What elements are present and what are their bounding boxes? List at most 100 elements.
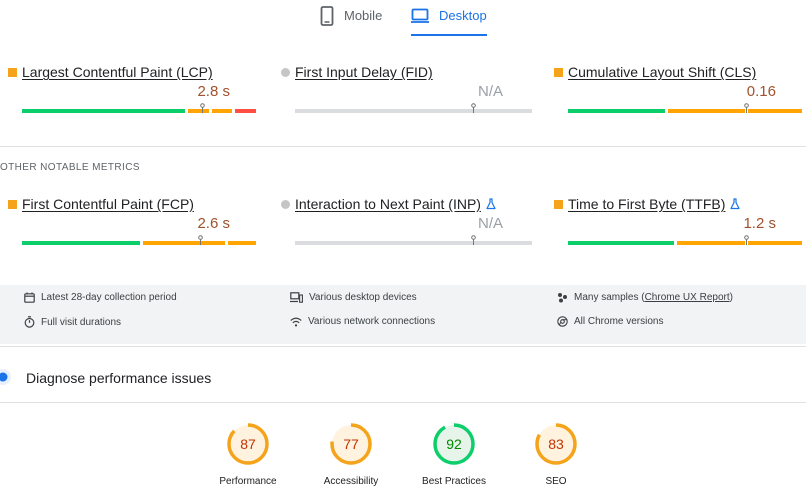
distribution-segment bbox=[235, 109, 256, 113]
distribution-segment bbox=[228, 241, 256, 245]
needs-improvement-square-icon bbox=[8, 199, 17, 209]
desktop-icon bbox=[411, 8, 429, 23]
gauge-background bbox=[332, 425, 370, 463]
info-devices: Various desktop devices bbox=[290, 292, 417, 303]
gauge-label: SEO bbox=[545, 476, 567, 487]
gauge-ring: 77 bbox=[330, 423, 372, 465]
tab-mobile-label: Mobile bbox=[344, 8, 383, 23]
metric-cls-link[interactable]: Cumulative Layout Shift (CLS) bbox=[568, 64, 757, 80]
metric-lcp-value: 2.8 s bbox=[197, 83, 230, 100]
metric-fid-link[interactable]: First Input Delay (FID) bbox=[295, 64, 433, 80]
gauge-background bbox=[229, 425, 267, 463]
data-collection-info-panel: Latest 28-day collection period Various … bbox=[0, 285, 806, 344]
experimental-flask-icon[interactable] bbox=[486, 198, 496, 210]
score-gauge-best-practices[interactable]: 92 Best Practices bbox=[409, 422, 499, 487]
tab-mobile[interactable]: Mobile bbox=[320, 6, 382, 38]
gauge-arc bbox=[433, 423, 475, 465]
info-samples-text: Many samples (Chrome UX Report) bbox=[574, 292, 733, 303]
section-divider bbox=[0, 346, 806, 347]
needs-improvement-square-icon bbox=[554, 199, 563, 209]
metric-lcp-distribution-bar bbox=[22, 103, 259, 113]
active-tab-indicator bbox=[411, 34, 487, 36]
metric-inp-value: N/A bbox=[477, 215, 503, 232]
distribution-segment bbox=[211, 109, 233, 113]
score-gauge-accessibility[interactable]: 77 Accessibility bbox=[306, 422, 396, 487]
info-samples: Many samples (Chrome UX Report) bbox=[557, 292, 733, 303]
tab-desktop-label: Desktop bbox=[439, 8, 487, 23]
distribution-segment bbox=[568, 241, 675, 245]
metric-lcp-link[interactable]: Largest Contentful Paint (LCP) bbox=[22, 64, 213, 80]
gauge-arc bbox=[227, 423, 269, 465]
metric-ttfb-link[interactable]: Time to First Byte (TTFB) bbox=[568, 196, 726, 212]
metric-lcp: Largest Contentful Paint (LCP) 2.8 s bbox=[8, 63, 256, 123]
percentile-marker-icon bbox=[743, 235, 749, 245]
section-divider bbox=[0, 146, 806, 147]
gauge-label: Best Practices bbox=[422, 476, 486, 487]
people-icon bbox=[558, 293, 567, 303]
percentile-marker-icon bbox=[470, 103, 476, 113]
metric-inp-link[interactable]: Interaction to Next Paint (INP) bbox=[295, 196, 481, 212]
metric-fcp-value: 2.6 s bbox=[197, 215, 230, 232]
gauge-score: 92 bbox=[446, 436, 462, 452]
chrome-icon bbox=[557, 316, 568, 327]
metric-fcp-link[interactable]: First Contentful Paint (FCP) bbox=[22, 196, 194, 212]
distribution-segment-empty bbox=[295, 241, 532, 245]
metric-fid: First Input Delay (FID) N/A bbox=[281, 63, 532, 123]
gauge-score: 77 bbox=[343, 436, 359, 452]
distribution-segment bbox=[667, 109, 746, 113]
gauge-score: 83 bbox=[548, 436, 564, 452]
info-devices-text: Various desktop devices bbox=[309, 292, 417, 303]
needs-improvement-square-icon bbox=[554, 67, 563, 77]
distribution-segment bbox=[22, 109, 185, 113]
diagnose-title: Diagnose performance issues bbox=[26, 370, 212, 386]
section-divider bbox=[0, 402, 806, 403]
info-samples-prefix: Many samples ( bbox=[574, 292, 645, 303]
percentile-marker-icon bbox=[197, 235, 203, 245]
needs-improvement-square-icon bbox=[8, 67, 17, 77]
gauge-label: Performance bbox=[219, 476, 277, 487]
wifi-icon bbox=[290, 317, 302, 326]
distribution-segment bbox=[142, 241, 226, 245]
metric-ttfb: Time to First Byte (TTFB) 1.2 s bbox=[554, 195, 802, 255]
metric-cls: Cumulative Layout Shift (CLS) 0.16 bbox=[554, 63, 802, 123]
gauge-ring: 83 bbox=[535, 423, 577, 465]
device-tabs: Mobile Desktop bbox=[0, 0, 806, 38]
score-gauge-seo[interactable]: 83 SEO bbox=[511, 422, 601, 487]
metric-ttfb-value: 1.2 s bbox=[743, 215, 776, 232]
other-metrics-heading: OTHER NOTABLE METRICS bbox=[0, 162, 140, 173]
metric-cls-distribution-bar bbox=[568, 103, 805, 113]
devices-icon bbox=[290, 292, 303, 303]
metric-fid-distribution-bar bbox=[295, 103, 532, 113]
gauge-ring: 92 bbox=[433, 423, 475, 465]
distribution-segment bbox=[22, 241, 140, 245]
metric-fid-value: N/A bbox=[477, 83, 503, 100]
percentile-marker-icon bbox=[743, 103, 749, 113]
gauge-arc bbox=[535, 423, 577, 465]
gauge-background bbox=[435, 425, 473, 463]
experimental-flask-icon[interactable] bbox=[730, 198, 740, 210]
distribution-segment bbox=[677, 241, 746, 245]
distribution-segment bbox=[568, 109, 665, 113]
info-collection-period-text: Latest 28-day collection period bbox=[41, 292, 177, 303]
metric-ttfb-distribution-bar bbox=[568, 235, 805, 245]
info-versions-text: All Chrome versions bbox=[574, 316, 664, 327]
percentile-marker-icon bbox=[200, 103, 205, 113]
info-network-text: Various network connections bbox=[308, 316, 436, 327]
metric-inp-distribution-bar bbox=[295, 235, 532, 245]
no-data-circle-icon bbox=[281, 199, 290, 209]
percentile-marker-icon bbox=[470, 235, 476, 245]
info-durations-text: Full visit durations bbox=[41, 316, 122, 328]
diagnose-header[interactable]: Diagnose performance issues bbox=[0, 362, 806, 392]
no-data-circle-icon bbox=[281, 67, 290, 77]
calendar-icon bbox=[24, 292, 35, 303]
metric-cls-value: 0.16 bbox=[746, 83, 776, 100]
chrome-ux-report-link[interactable]: Chrome UX Report bbox=[644, 292, 730, 303]
distribution-segment bbox=[187, 109, 209, 113]
score-gauge-performance[interactable]: 87 Performance bbox=[203, 422, 293, 487]
distribution-segment bbox=[748, 109, 802, 113]
gauge-background bbox=[537, 425, 575, 463]
gauge-arc bbox=[330, 423, 372, 465]
stopwatch-icon bbox=[24, 316, 35, 328]
tab-desktop[interactable]: Desktop bbox=[411, 6, 487, 38]
distribution-segment bbox=[748, 241, 802, 245]
